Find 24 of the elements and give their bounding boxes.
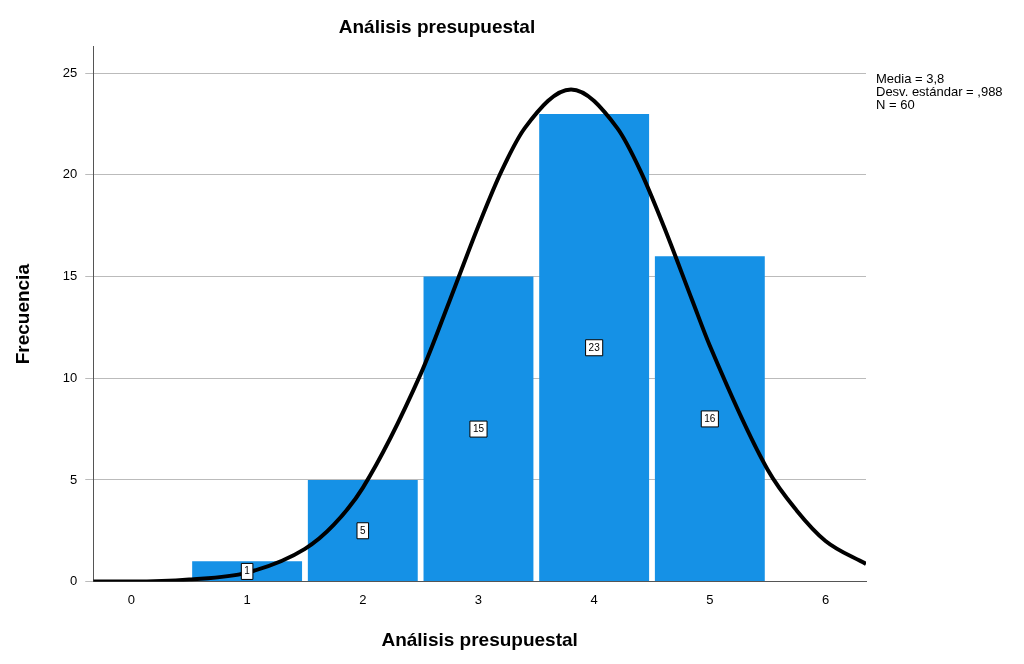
chart-title: Análisis presupuestal [338, 15, 536, 37]
data-label: 1 [244, 565, 251, 577]
y-tick-label: 5 [70, 471, 78, 487]
x-tick-label: 4 [590, 591, 598, 607]
data-label: 5 [360, 524, 367, 536]
data-label: 16 [704, 412, 716, 424]
x-tick-label: 5 [706, 591, 714, 607]
x-tick-label: 6 [821, 591, 830, 607]
text: Media = 3,8 [876, 71, 945, 87]
x-tick-label: 1 [243, 591, 251, 607]
text: N = 60 [876, 97, 915, 113]
text: Desv. estándar = ,988 [876, 84, 1003, 100]
x-tick-label: 2 [359, 591, 367, 607]
y-tick-label: 15 [62, 268, 78, 284]
data-label: 23 [588, 341, 601, 353]
y-tick-label: 10 [62, 369, 78, 385]
y-tick-label: 25 [62, 64, 78, 80]
x-axis-title: Análisis presupuestal [381, 628, 578, 650]
y-tick-label: 20 [62, 166, 78, 182]
data-label: 15 [472, 422, 485, 434]
x-tick-label: 3 [474, 591, 483, 607]
x-tick-label: 0 [127, 591, 136, 607]
y-axis-title: Frecuencia [11, 263, 33, 365]
y-tick-label: 0 [70, 573, 78, 589]
